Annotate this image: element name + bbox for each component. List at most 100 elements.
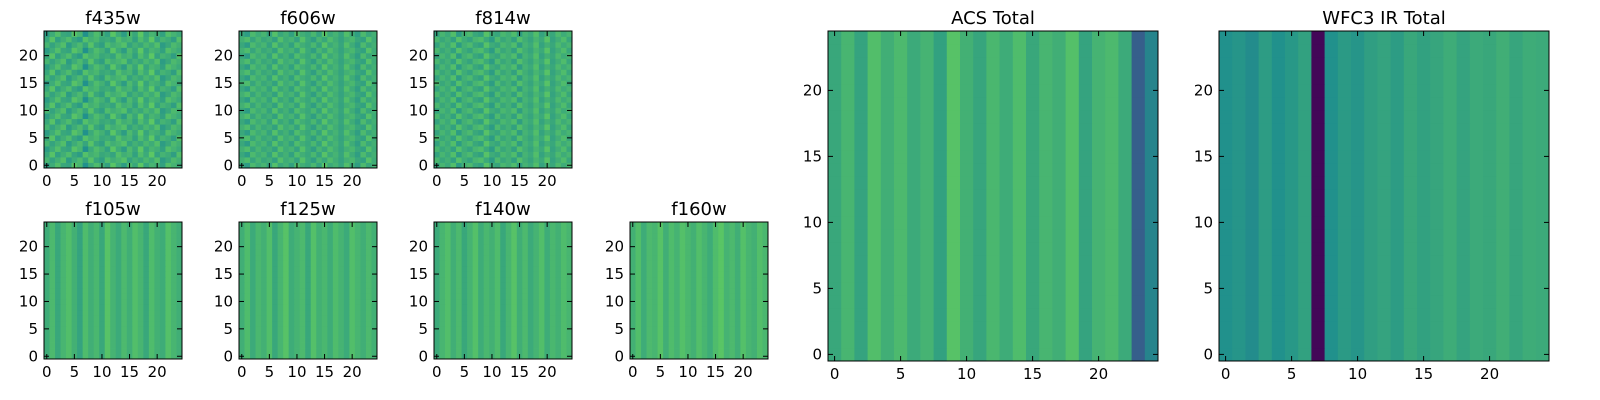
heatmap-cell <box>472 260 479 267</box>
heatmap-cell <box>1039 149 1053 164</box>
heatmap-cell <box>250 69 256 76</box>
heatmap-cell <box>527 271 534 278</box>
x-tick-label: 20 <box>343 172 362 190</box>
heatmap-cell <box>255 320 262 327</box>
heatmap-cell <box>1144 268 1159 283</box>
heatmap-cell <box>176 249 183 256</box>
heatmap-cell <box>516 304 523 311</box>
heatmap-cell <box>762 276 769 283</box>
heatmap-cell <box>338 304 345 311</box>
heatmap-cell <box>148 265 155 272</box>
heatmap-cell <box>170 146 177 152</box>
heatmap-cell <box>154 326 161 332</box>
heatmap-cell <box>143 129 150 136</box>
heatmap-cell <box>305 63 312 70</box>
heatmap-cell <box>712 304 719 311</box>
heatmap-cell <box>544 157 551 163</box>
heatmap-cell <box>299 276 306 283</box>
heatmap-cell <box>946 334 961 349</box>
heatmap-cell <box>472 69 479 76</box>
heatmap-cell <box>560 287 567 294</box>
heatmap-cell <box>44 47 50 54</box>
heatmap-cell <box>360 135 367 141</box>
heatmap-cell <box>511 31 518 37</box>
heatmap-cell <box>439 58 446 65</box>
heatmap-cell <box>305 331 312 338</box>
x-tick-label: 0 <box>42 363 52 381</box>
heatmap-cell <box>148 287 155 294</box>
heatmap-cell <box>439 315 446 322</box>
heatmap-cell <box>511 135 518 141</box>
heatmap-cell <box>121 107 128 114</box>
heatmap-cell <box>467 260 474 267</box>
heatmap-cell <box>93 271 100 278</box>
heatmap-cell <box>310 80 317 87</box>
heatmap-cell <box>712 254 719 261</box>
heatmap-cell <box>690 353 697 360</box>
heatmap-cell <box>121 151 128 158</box>
heatmap-cell <box>154 271 161 278</box>
heatmap-cell <box>55 113 61 120</box>
heatmap-cell <box>159 227 166 234</box>
heatmap-cell <box>143 140 150 147</box>
heatmap-cell <box>255 52 262 59</box>
heatmap-cell <box>88 353 95 360</box>
heatmap-cell <box>500 337 507 343</box>
heatmap-cell <box>143 309 150 316</box>
heatmap-cell <box>701 243 708 250</box>
heatmap-cell <box>99 232 106 239</box>
heatmap-cell <box>266 298 273 305</box>
heatmap-cell <box>137 107 144 114</box>
heatmap-cell <box>170 63 177 70</box>
heatmap-cell <box>489 315 496 322</box>
heatmap-cell <box>456 315 462 322</box>
heatmap-cell <box>712 309 719 316</box>
heatmap-cell <box>445 260 451 267</box>
heatmap-cell <box>657 309 664 316</box>
heatmap-cell <box>657 320 664 327</box>
heatmap-cell <box>55 96 61 103</box>
heatmap-cell <box>283 140 290 147</box>
heatmap-cell <box>261 315 267 322</box>
heatmap-cell <box>244 243 251 250</box>
heatmap-cell <box>756 260 763 267</box>
heatmap-cell <box>349 85 356 92</box>
heatmap-cell <box>538 96 545 103</box>
heatmap-cell <box>641 249 647 256</box>
axes-frame <box>238 221 378 360</box>
heatmap-cell <box>712 348 719 354</box>
heatmap-cell <box>1026 268 1040 283</box>
heatmap-cell <box>701 353 708 360</box>
heatmap-cell <box>555 74 562 81</box>
heatmap-cell <box>132 124 139 131</box>
heatmap-cell <box>445 146 451 152</box>
heatmap-cell <box>478 243 485 250</box>
heatmap-cell <box>104 293 111 300</box>
heatmap-cell <box>960 308 974 322</box>
heatmap-cell <box>555 47 562 54</box>
heatmap-cell <box>745 309 752 316</box>
heatmap-cell <box>244 298 251 305</box>
heatmap-cell <box>310 124 317 131</box>
heatmap-cell <box>740 348 747 354</box>
heatmap-cell <box>663 260 670 267</box>
heatmap-cell <box>467 74 474 81</box>
heatmap-cell <box>170 52 177 59</box>
heatmap-cell <box>880 215 895 230</box>
heatmap-cell <box>1118 215 1132 230</box>
heatmap-cell <box>239 337 245 343</box>
x-tick-label: 10 <box>287 172 306 190</box>
heatmap-cell <box>489 157 496 163</box>
heatmap-cell <box>66 80 72 87</box>
heatmap-cell <box>71 157 78 163</box>
heatmap-cell <box>500 124 507 131</box>
heatmap-cell <box>266 265 273 272</box>
heatmap-cell <box>439 91 446 98</box>
heatmap-cell <box>630 348 636 354</box>
heatmap-cell <box>527 52 534 59</box>
heatmap-cell <box>170 249 177 256</box>
heatmap-cell <box>71 85 78 92</box>
heatmap-cell <box>66 304 72 311</box>
heatmap-cell <box>751 315 758 322</box>
